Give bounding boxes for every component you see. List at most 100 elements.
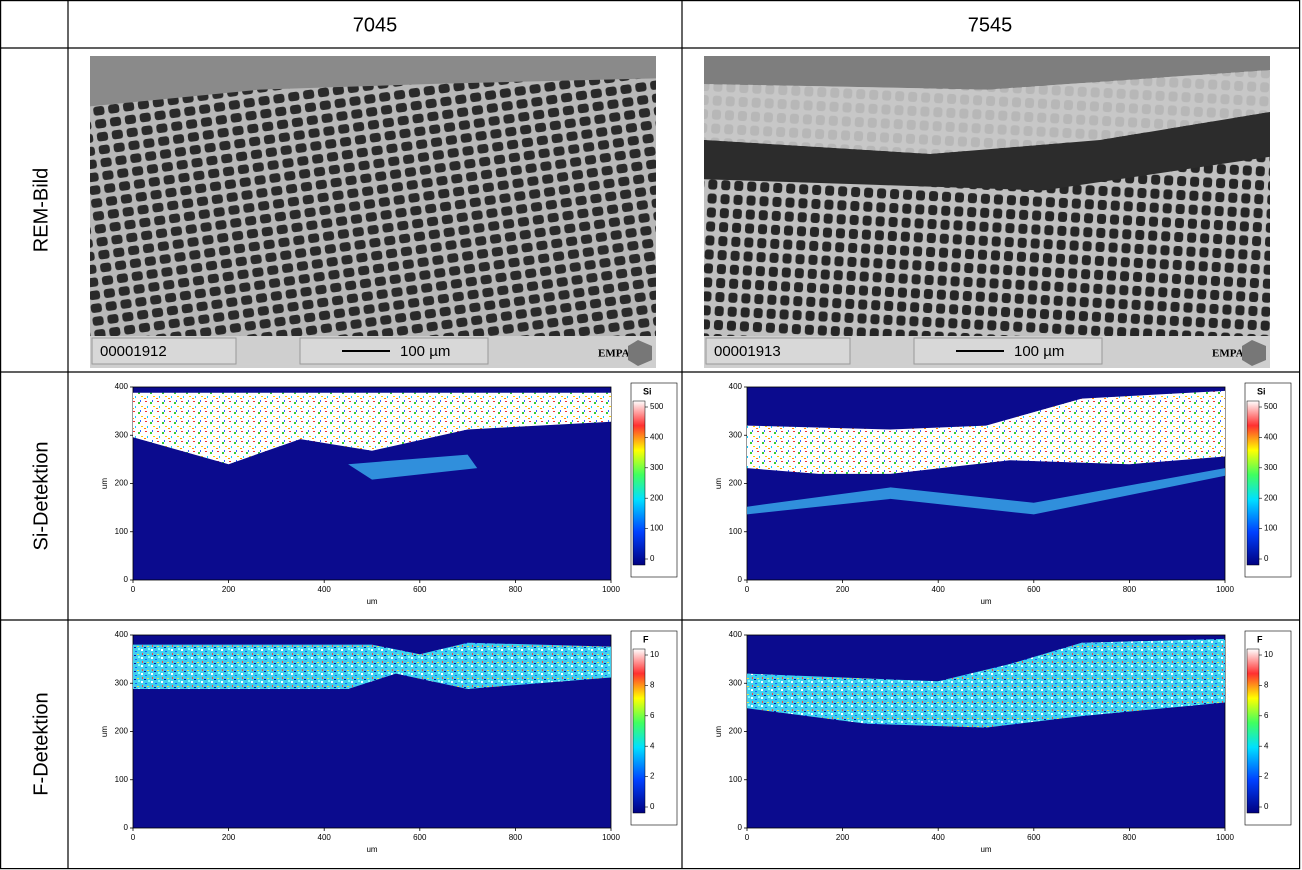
colorbar-tick-label: 300 — [1264, 463, 1278, 472]
colorbar-title: Si — [1257, 386, 1266, 396]
x-tick-label: 800 — [509, 585, 523, 594]
sem-scale: 100 µm — [400, 343, 450, 360]
y-tick-label: 300 — [115, 430, 129, 439]
y-axis-label: um — [714, 478, 723, 489]
sem-id: 00001913 — [714, 343, 781, 360]
column-header: 7545 — [968, 14, 1013, 36]
y-tick-label: 400 — [729, 630, 743, 639]
x-tick-label: 200 — [222, 585, 236, 594]
sem-coating — [704, 70, 1270, 154]
y-tick-label: 400 — [729, 382, 743, 391]
y-tick-label: 200 — [115, 479, 129, 488]
colorbar-tick-label: 500 — [650, 402, 664, 411]
colorbar-tick-label: 2 — [650, 772, 655, 781]
x-tick-label: 600 — [1027, 833, 1041, 842]
sem-image — [90, 56, 656, 336]
y-axis-label: um — [714, 726, 723, 737]
x-tick-label: 1000 — [1216, 833, 1234, 842]
y-tick-label: 100 — [729, 775, 743, 784]
colorbar-title: F — [1257, 634, 1263, 644]
y-tick-label: 400 — [115, 630, 129, 639]
row-header: Si-Detektion — [30, 442, 52, 551]
x-tick-label: 200 — [836, 585, 850, 594]
x-tick-label: 800 — [1123, 585, 1137, 594]
sem-logo: EMPA — [598, 348, 630, 360]
y-tick-label: 300 — [729, 678, 743, 687]
x-axis-label: um — [980, 845, 991, 854]
y-tick-label: 0 — [738, 575, 743, 584]
colorbar-tick-label: 0 — [650, 554, 655, 563]
y-tick-label: 0 — [738, 823, 743, 832]
y-tick-label: 100 — [115, 527, 129, 536]
map-signal-band — [133, 392, 611, 465]
x-tick-label: 400 — [932, 585, 946, 594]
colorbar-tick-label: 0 — [1264, 554, 1269, 563]
map-signal-fragments — [348, 454, 478, 480]
sem-id-box — [705, 337, 851, 365]
colorbar-tick-label: 8 — [650, 681, 655, 690]
colorbar-tick-label: 2 — [1264, 772, 1269, 781]
colorbar-tick-label: 8 — [1264, 681, 1269, 690]
x-tick-label: 400 — [318, 833, 332, 842]
y-tick-label: 200 — [729, 479, 743, 488]
colorbar-tick-label: 100 — [650, 524, 664, 533]
y-tick-label: 0 — [124, 823, 129, 832]
colorbar-tick-label: 6 — [1264, 711, 1269, 720]
sem-logo: EMPA — [1212, 348, 1244, 360]
x-axis-label: um — [366, 845, 377, 854]
column-header: 7045 — [353, 14, 398, 36]
map-signal-band — [747, 390, 1225, 474]
x-tick-label: 600 — [413, 585, 427, 594]
logo-cube — [628, 340, 652, 366]
y-tick-label: 200 — [115, 727, 129, 736]
x-tick-label: 0 — [131, 833, 136, 842]
x-axis-label: um — [366, 597, 377, 606]
sem-id: 00001912 — [100, 343, 167, 360]
x-tick-label: 600 — [413, 833, 427, 842]
y-tick-label: 200 — [729, 727, 743, 736]
x-tick-label: 400 — [932, 833, 946, 842]
colorbar-title: F — [643, 634, 649, 644]
colorbar-tick-label: 10 — [650, 650, 659, 659]
sem-scale-box — [299, 337, 489, 365]
colorbar-tick-label: 10 — [1264, 650, 1273, 659]
colorbar — [632, 648, 646, 814]
colorbar-tick-label: 4 — [650, 741, 655, 750]
sem-surface — [90, 56, 656, 107]
y-tick-label: 0 — [124, 575, 129, 584]
x-tick-label: 0 — [745, 833, 750, 842]
colorbar — [1246, 648, 1260, 814]
row-header: REM-Bild — [30, 168, 52, 252]
x-tick-label: 0 — [745, 585, 750, 594]
colorbar-tick-label: 6 — [650, 711, 655, 720]
x-tick-label: 1000 — [1216, 585, 1234, 594]
logo-cube — [1242, 340, 1266, 366]
colorbar-tick-label: 300 — [650, 463, 664, 472]
x-tick-label: 1000 — [602, 585, 620, 594]
y-tick-label: 400 — [115, 382, 129, 391]
colorbar-tick-label: 0 — [1264, 802, 1269, 811]
colorbar-tick-label: 0 — [650, 802, 655, 811]
row-header: F-Detektion — [30, 692, 52, 795]
map-signal-band — [747, 638, 1225, 728]
colorbar-tick-label: 500 — [1264, 402, 1278, 411]
colorbar-tick-label: 400 — [1264, 433, 1278, 442]
x-tick-label: 200 — [836, 833, 850, 842]
x-tick-label: 1000 — [602, 833, 620, 842]
y-tick-label: 300 — [729, 430, 743, 439]
y-tick-label: 100 — [729, 527, 743, 536]
x-tick-label: 0 — [131, 585, 136, 594]
sem-gap — [704, 112, 1270, 191]
x-tick-label: 600 — [1027, 585, 1041, 594]
colorbar-tick-label: 200 — [650, 493, 664, 502]
x-tick-label: 800 — [1123, 833, 1137, 842]
sem-scale: 100 µm — [1014, 343, 1064, 360]
colorbar-tick-label: 400 — [650, 433, 664, 442]
colorbar — [1246, 400, 1260, 566]
colorbar-tick-label: 100 — [1264, 524, 1278, 533]
x-tick-label: 800 — [509, 833, 523, 842]
y-axis-label: um — [100, 478, 109, 489]
y-tick-label: 300 — [115, 678, 129, 687]
